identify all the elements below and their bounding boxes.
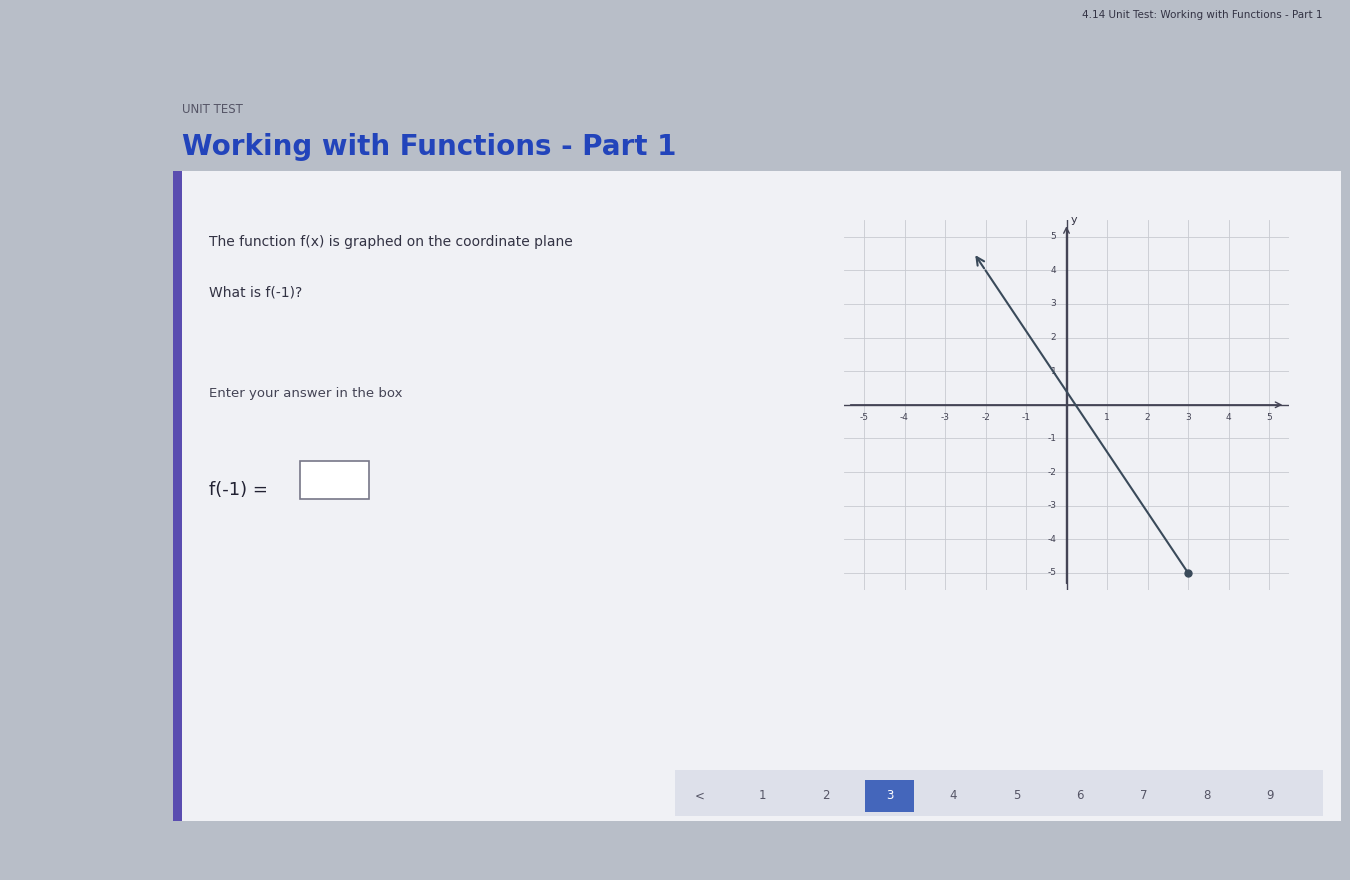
Text: The function f(x) is graphed on the coordinate plane: The function f(x) is graphed on the coor…	[209, 235, 572, 249]
Text: 1: 1	[1050, 367, 1056, 376]
Text: Enter your answer in the box: Enter your answer in the box	[209, 387, 402, 400]
Bar	[173, 171, 1341, 256]
Bar	[182, 171, 1341, 820]
Text: -3: -3	[941, 414, 949, 422]
Text: 5: 5	[1266, 414, 1272, 422]
Text: -5: -5	[860, 414, 868, 422]
Text: -1: -1	[1048, 434, 1056, 443]
Text: -4: -4	[1048, 535, 1056, 544]
Text: 2: 2	[1145, 414, 1150, 422]
Text: 3: 3	[1185, 414, 1191, 422]
Text: 6: 6	[1076, 789, 1084, 803]
Text: 3: 3	[886, 789, 894, 803]
FancyBboxPatch shape	[300, 461, 369, 499]
Text: 3: 3	[1050, 299, 1056, 309]
Text: -5: -5	[1048, 568, 1056, 577]
Text: What is f(-1)?: What is f(-1)?	[209, 286, 302, 299]
Text: 5: 5	[1012, 789, 1021, 803]
Text: 4.14 Unit Test: Working with Functions - Part 1: 4.14 Unit Test: Working with Functions -…	[1083, 11, 1323, 20]
Text: -1: -1	[1022, 414, 1030, 422]
Bar	[865, 780, 914, 812]
Text: -2: -2	[1048, 467, 1056, 476]
Text: y: y	[1071, 215, 1077, 225]
Bar	[675, 770, 1323, 817]
Text: 8: 8	[1203, 789, 1211, 803]
Text: 4: 4	[1050, 266, 1056, 275]
Text: <: <	[694, 789, 705, 803]
Text: 4: 4	[1226, 414, 1231, 422]
Text: UNIT TEST: UNIT TEST	[182, 103, 243, 116]
Text: -2: -2	[981, 414, 990, 422]
Text: 4: 4	[949, 789, 957, 803]
Text: f(-1) =: f(-1) =	[209, 480, 269, 499]
Bar	[173, 171, 182, 820]
Text: 1: 1	[759, 789, 767, 803]
Text: 1: 1	[1104, 414, 1110, 422]
Text: 2: 2	[822, 789, 830, 803]
Text: 5: 5	[1050, 232, 1056, 241]
Text: 2: 2	[1050, 334, 1056, 342]
Text: Working with Functions - Part 1: Working with Functions - Part 1	[182, 133, 676, 161]
Text: -4: -4	[900, 414, 909, 422]
Text: 9: 9	[1266, 789, 1274, 803]
Text: -3: -3	[1048, 501, 1056, 510]
Text: 7: 7	[1139, 789, 1147, 803]
